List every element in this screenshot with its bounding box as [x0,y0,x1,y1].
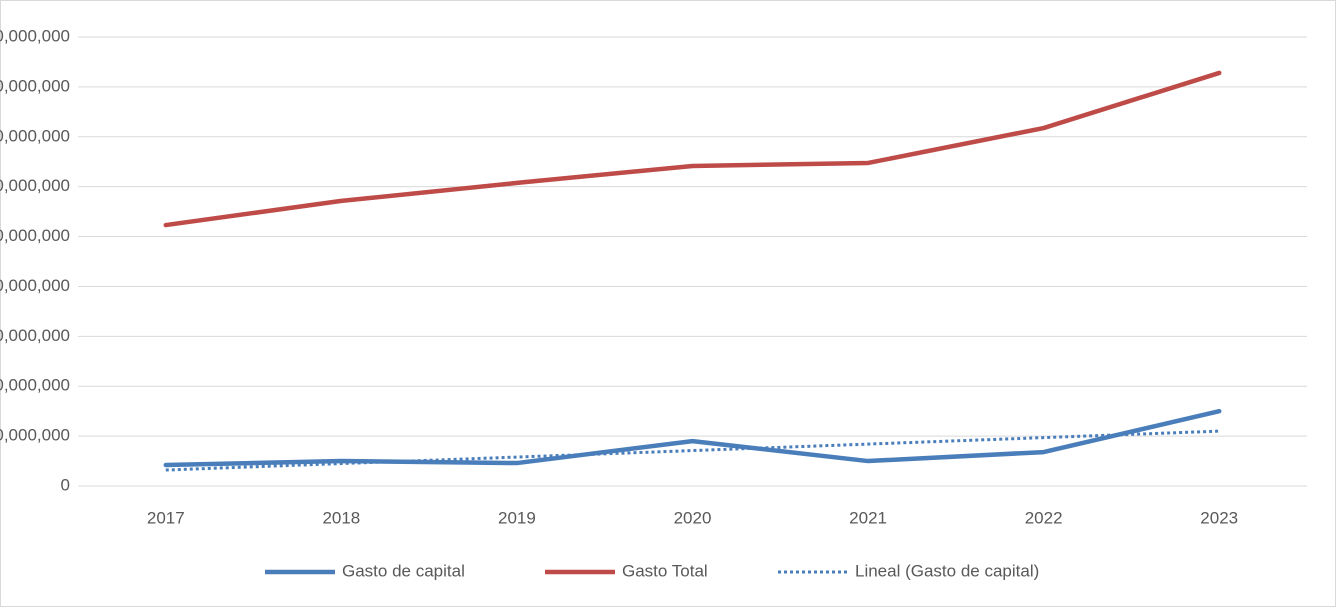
legend-label: Gasto Total [622,561,708,580]
x-tick-label: 2020 [674,508,712,527]
y-tick-label: 1,600,000,000 [0,76,70,95]
y-tick-label: 1,800,000,000 [0,26,70,45]
y-tick-label: 1,400,000,000 [0,126,70,145]
trend-line [165,429,1220,472]
y-tick-label: 1,000,000,000 [0,226,70,245]
y-tick-label: 800,000,000 [0,276,70,295]
x-tick-label: 2023 [1200,508,1238,527]
x-tick-label: 2018 [322,508,360,527]
series-line [163,70,1222,228]
x-tick-label: 2019 [498,508,536,527]
x-tick-label: 2021 [849,508,887,527]
x-tick-label: 2017 [147,508,185,527]
series-line [163,408,1222,468]
y-tick-label: 400,000,000 [0,376,70,395]
legend-label: Gasto de capital [342,561,465,580]
legend-label: Lineal (Gasto de capital) [855,561,1039,580]
y-tick-label: 0 [61,475,70,494]
y-tick-label: 1,200,000,000 [0,176,70,195]
x-tick-label: 2022 [1025,508,1063,527]
y-tick-label: 200,000,000 [0,426,70,445]
y-tick-label: 600,000,000 [0,326,70,345]
